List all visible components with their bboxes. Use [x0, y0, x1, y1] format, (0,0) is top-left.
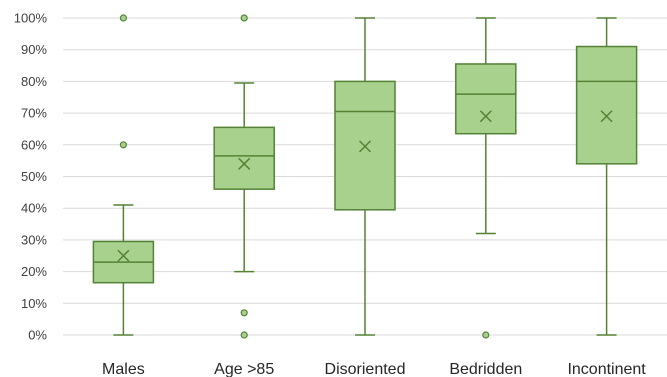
mean-marker: [479, 110, 492, 123]
outlier-point: [240, 14, 248, 22]
mean-marker: [358, 140, 372, 153]
outlier-point: [482, 331, 490, 339]
mean-marker-stroke: [238, 157, 251, 170]
y-tick-label: 70%: [21, 106, 47, 121]
mean-marker: [600, 110, 613, 123]
y-tick-label: 0%: [28, 328, 47, 343]
outlier-point: [119, 14, 128, 22]
x-category-label: Age >85: [214, 361, 274, 377]
mean-marker-stroke: [117, 249, 130, 262]
iqr-box: [455, 63, 517, 135]
x-category-label: Disoriented: [325, 361, 406, 377]
mean-marker-stroke: [479, 110, 492, 123]
mean-marker-stroke: [358, 140, 372, 153]
y-tick-label: 100%: [14, 11, 48, 26]
outlier-point: [240, 309, 248, 317]
x-axis-category-labels: Males Age >85 Disoriented Bedridden Incontin…: [102, 361, 646, 377]
box-group: [334, 17, 396, 336]
y-tick-label: 20%: [21, 264, 47, 279]
y-tick-label: 50%: [21, 169, 47, 184]
y-tick-label: 10%: [21, 296, 47, 311]
y-tick-label: 60%: [21, 137, 47, 152]
y-tick-label: 30%: [21, 232, 47, 247]
outlier-point: [119, 141, 128, 149]
y-tick-label: 40%: [21, 201, 47, 216]
iqr-box: [213, 126, 275, 190]
box-group: [455, 17, 517, 339]
outlier-point: [240, 331, 248, 339]
iqr-box: [575, 45, 638, 165]
mean-marker: [117, 249, 130, 262]
y-tick-label: 80%: [21, 74, 47, 89]
box-group: [92, 14, 155, 336]
x-category-label: Bedridden: [449, 361, 522, 377]
y-axis-tick-labels: 0% 10% 20% 30% 40% 50% 60% 70% 80% 90% 100%: [14, 11, 48, 343]
x-category-label: Incontinent: [567, 361, 646, 377]
box-series: [92, 14, 638, 339]
mean-marker-stroke: [600, 110, 613, 123]
y-tick-label: 90%: [21, 42, 47, 57]
box-group: [213, 14, 275, 339]
box-group: [575, 17, 638, 336]
x-category-label: Males: [102, 361, 145, 377]
mean-marker: [238, 157, 251, 170]
